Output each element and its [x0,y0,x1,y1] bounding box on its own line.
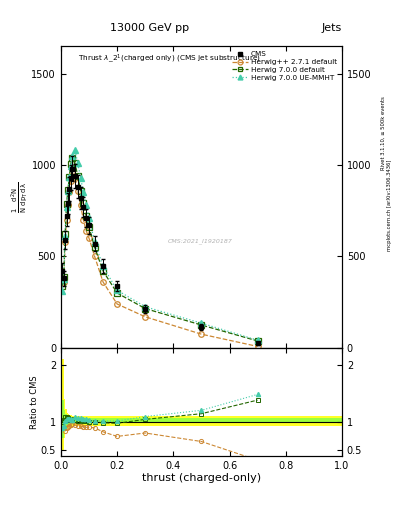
Legend: CMS, Herwig++ 2.7.1 default, Herwig 7.0.0 default, Herwig 7.0.0 UE-MMHT: CMS, Herwig++ 2.7.1 default, Herwig 7.0.… [231,50,338,82]
Y-axis label: $\mathrm{\frac{1}{N}\,\frac{d^2N}{dp_T\,d\lambda}}$: $\mathrm{\frac{1}{N}\,\frac{d^2N}{dp_T\,… [9,181,30,212]
Text: Rivet 3.1.10, ≥ 500k events: Rivet 3.1.10, ≥ 500k events [381,96,386,170]
Text: mcplots.cern.ch [arXiv:1306.3436]: mcplots.cern.ch [arXiv:1306.3436] [387,159,391,250]
Text: CMS:2021_I1920187: CMS:2021_I1920187 [168,238,233,244]
Text: Jets: Jets [321,23,342,33]
Text: Thrust $\lambda\_2^1$(charged only) (CMS jet substructure): Thrust $\lambda\_2^1$(charged only) (CMS… [78,52,261,65]
Y-axis label: Ratio to CMS: Ratio to CMS [30,375,39,429]
X-axis label: thrust (charged-only): thrust (charged-only) [142,473,261,483]
Text: 13000 GeV pp: 13000 GeV pp [110,23,189,33]
